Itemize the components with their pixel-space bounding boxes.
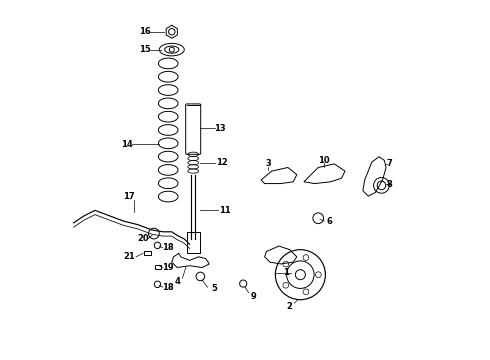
Text: 14: 14 — [121, 140, 133, 149]
Text: 21: 21 — [123, 252, 135, 261]
Text: 6: 6 — [326, 217, 332, 226]
Text: 13: 13 — [214, 124, 226, 133]
Text: 18: 18 — [162, 283, 174, 292]
Text: 20: 20 — [137, 234, 149, 243]
Text: 1: 1 — [283, 268, 289, 277]
Text: 19: 19 — [162, 263, 174, 272]
Text: 8: 8 — [387, 180, 392, 189]
Bar — [144, 251, 151, 255]
Text: 11: 11 — [220, 206, 231, 215]
Text: 15: 15 — [139, 45, 151, 54]
Text: 16: 16 — [139, 27, 151, 36]
Text: 18: 18 — [162, 243, 174, 252]
Text: 9: 9 — [251, 292, 257, 301]
Text: 2: 2 — [287, 302, 293, 311]
Bar — [187, 232, 199, 253]
Text: 5: 5 — [212, 284, 218, 293]
Text: 17: 17 — [123, 192, 135, 201]
Text: 3: 3 — [266, 159, 271, 168]
Text: 7: 7 — [387, 159, 392, 168]
Text: 12: 12 — [216, 158, 228, 167]
Text: 4: 4 — [174, 277, 180, 286]
Text: 10: 10 — [318, 156, 329, 165]
Bar — [155, 265, 161, 269]
